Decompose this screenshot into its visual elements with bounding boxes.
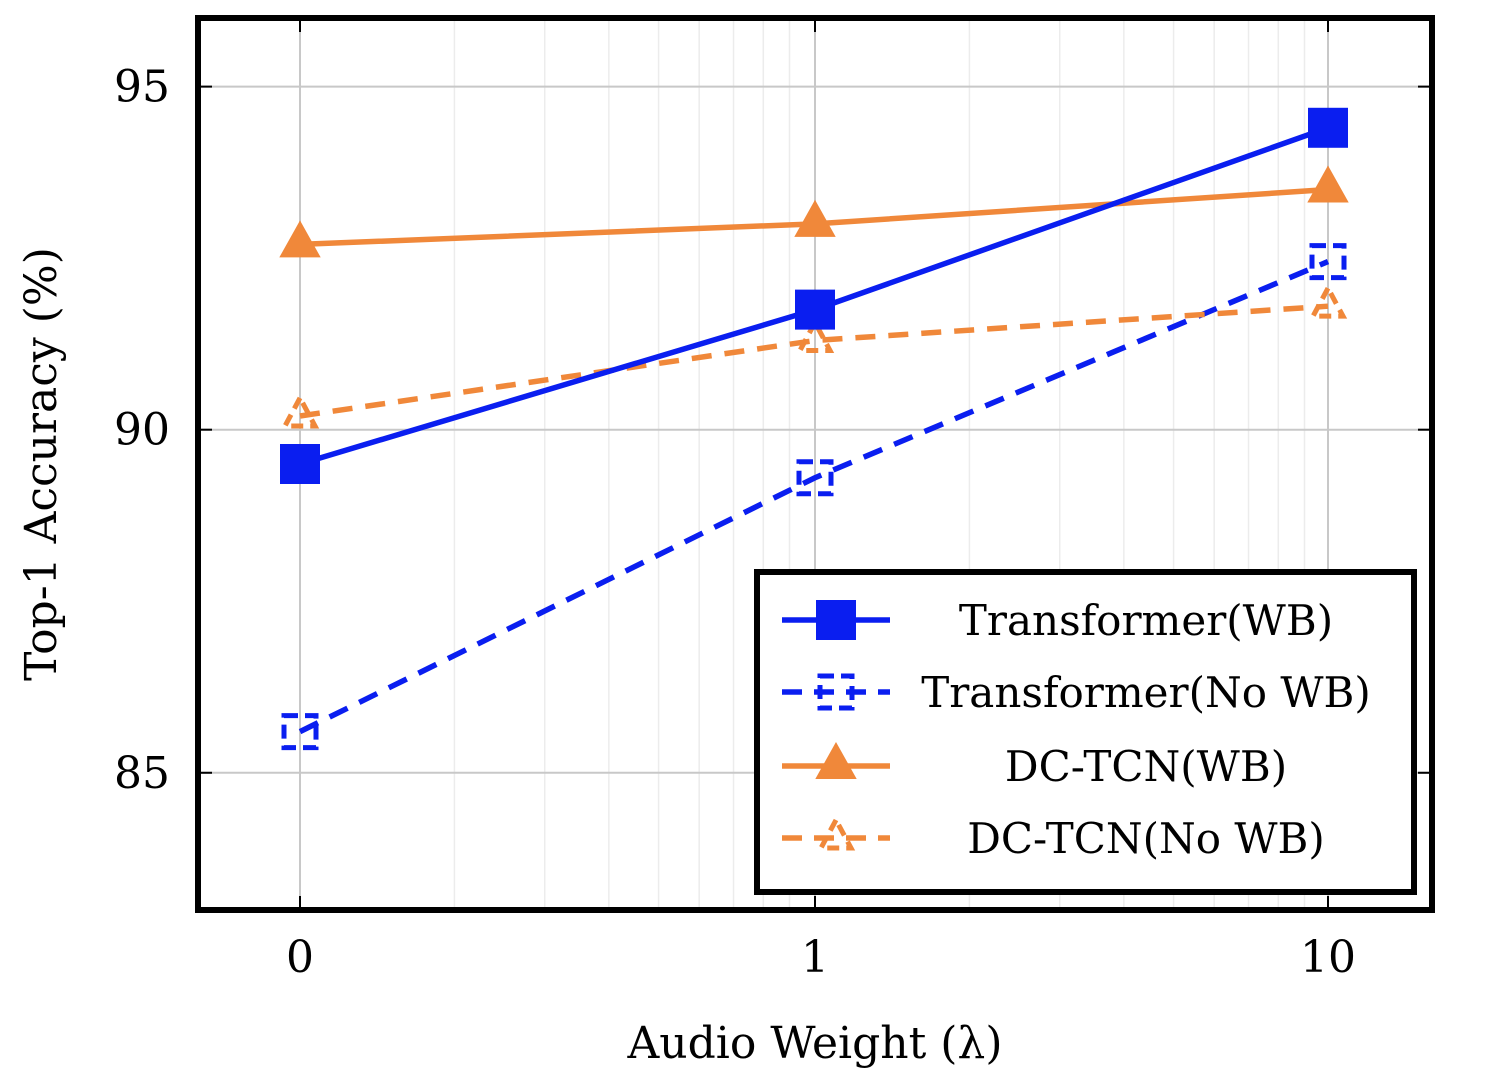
x-tick-label: 1 — [801, 932, 829, 983]
data-point-series-1 — [280, 444, 320, 484]
legend-marker — [816, 814, 856, 851]
legend-label: DC-TCN(WB) — [1005, 742, 1287, 791]
data-point-series-4 — [1308, 282, 1348, 319]
data-point-series-3 — [279, 220, 321, 258]
data-point-series-2 — [1309, 243, 1347, 281]
legend: Transformer(WB) Transformer(No WB) DC-TCN(… — [754, 569, 1417, 895]
y-ticks: 85 90 95 — [114, 62, 1432, 799]
x-axis-label: Audio Weight (λ) — [627, 1018, 1003, 1069]
legend-marker — [816, 600, 856, 640]
series-line-2 — [298, 259, 1330, 735]
series-markers — [279, 107, 1349, 751]
data-point-series-4 — [795, 317, 835, 353]
data-point-series-4 — [280, 392, 320, 429]
legend-label: Transformer(No WB) — [921, 668, 1371, 717]
y-tick-label: 85 — [114, 748, 170, 799]
data-point-series-2 — [281, 713, 319, 751]
legend-marker — [817, 673, 855, 711]
data-point-series-2 — [796, 459, 834, 497]
legend-frame — [754, 569, 1417, 895]
data-point-series-1 — [795, 289, 835, 330]
x-tick-label: 0 — [286, 932, 314, 983]
data-point-series-3 — [794, 199, 836, 237]
data-point-series-3 — [1307, 165, 1349, 203]
x-tick-label: 10 — [1300, 932, 1356, 983]
y-tick-label: 95 — [114, 62, 170, 113]
legend-label: DC-TCN(No WB) — [967, 814, 1325, 863]
x-ticks: 0 1 10 — [286, 18, 1356, 983]
series-line-4 — [299, 303, 1329, 419]
legend-marker — [815, 741, 857, 779]
y-axis-label: Top-1 Accuracy (%) — [16, 247, 67, 681]
legend-label: Transformer(WB) — [959, 596, 1333, 645]
y-tick-label: 90 — [114, 405, 170, 456]
data-point-series-1 — [1308, 107, 1348, 148]
